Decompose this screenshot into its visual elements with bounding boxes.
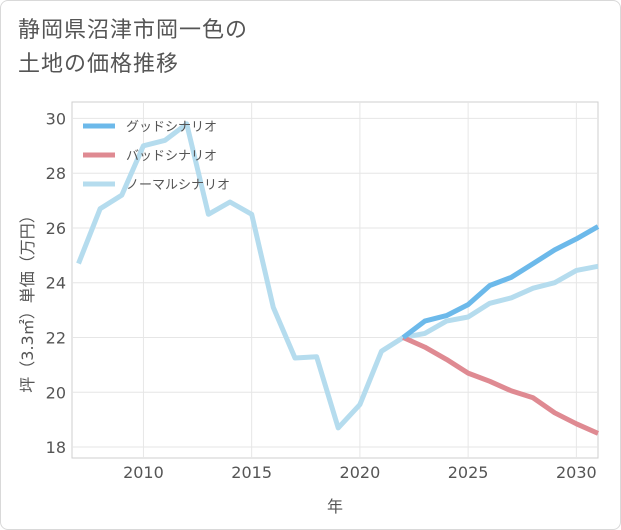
x-tick-2025: 2025 [448,463,489,482]
y-tick-28: 28 [46,164,66,183]
legend-label-2: バッドシナリオ [126,149,217,164]
y-tick-labels: 18 20 22 24 26 28 30 [46,109,66,457]
chart-title: 静岡県沼津市岡一色の 土地の価格推移 [18,14,248,82]
y-axis-label: 坪（3.3㎡）単価（万円） [18,207,37,392]
series-line-3 [76,121,599,431]
y-tick-24: 24 [46,274,66,293]
series-lines [76,121,600,436]
x-tick-2010: 2010 [123,463,164,482]
x-tick-2015: 2015 [231,463,272,482]
series-line-1 [401,224,600,340]
grid-lines [72,102,598,458]
series-line-2 [402,335,600,436]
x-tick-2030: 2030 [556,463,597,482]
x-axis-label: 年 [327,497,343,516]
y-tick-18: 18 [46,438,66,457]
y-tick-26: 26 [46,219,66,238]
plot-area-border [71,101,599,459]
x-tick-labels: 2010 2015 2020 2025 2030 [123,463,597,482]
legend-label-1: グッドシナリオ [126,120,217,135]
x-tick-2020: 2020 [340,463,381,482]
y-tick-20: 20 [46,383,66,402]
chart-title-line-2: 土地の価格推移 [18,52,180,77]
y-tick-22: 22 [46,329,66,348]
y-tick-30: 30 [46,109,66,128]
chart-title-line-1: 静岡県沼津市岡一色の [18,18,249,43]
legend-label-3: ノーマルシナリオ [126,178,230,193]
